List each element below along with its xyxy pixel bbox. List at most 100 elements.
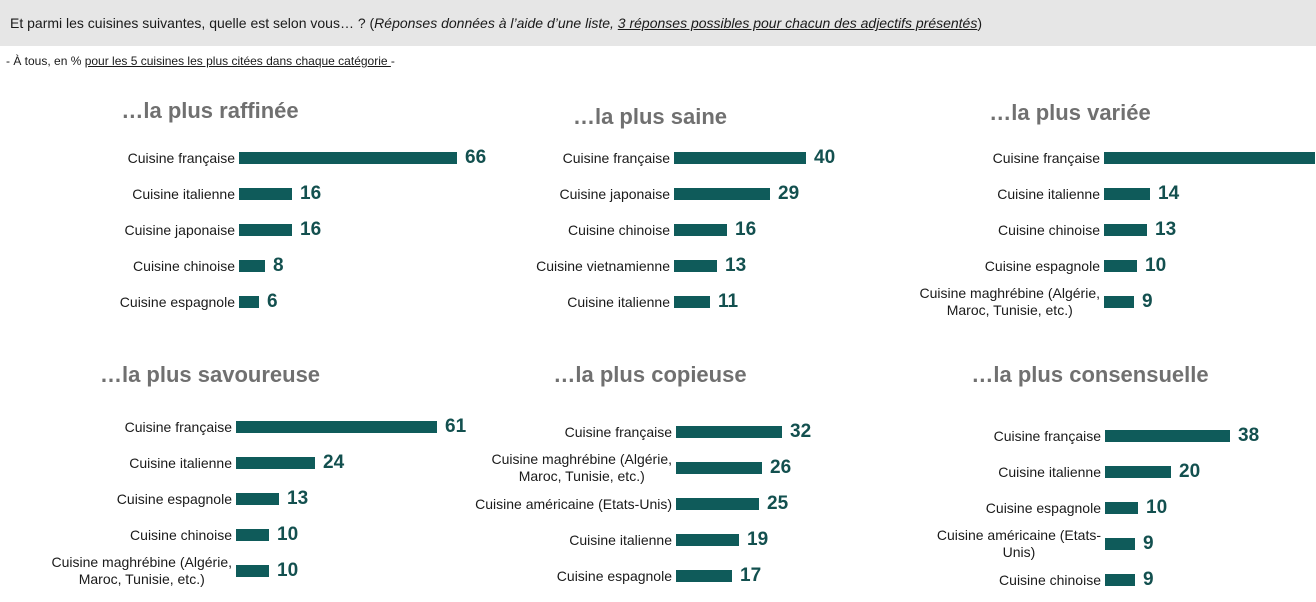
category-label-cell: Cuisine américaine (Etats- Unis): [880, 526, 1101, 562]
bar: [239, 296, 259, 308]
subtitle-start: - À tous, en %: [6, 54, 85, 68]
category-label: Cuisine chinoise: [998, 221, 1100, 238]
subtitle-underlined: pour les 5 cuisines les plus citées dans…: [84, 54, 391, 68]
value-label: 66: [465, 147, 487, 168]
category-label: Cuisine japonaise: [559, 185, 670, 202]
value-label: 17: [740, 565, 762, 586]
bar: [676, 426, 782, 438]
chart-row: Cuisine japonaise 16: [0, 212, 420, 248]
chart-row: Cuisine française64: [880, 140, 1315, 176]
chart-title-consensuelle: …la plus consensuelle: [971, 362, 1209, 387]
subtitle-end: -: [390, 54, 395, 68]
category-label: Cuisine maghrébine (Algérie, Maroc, Tuni…: [51, 554, 232, 587]
chart-row: Cuisine chinoise 9: [880, 562, 1300, 598]
bar: [676, 570, 732, 582]
chart-copieuse: …la plus copieuse Cuisine française 32 Cuis…: [440, 362, 860, 602]
category-label-cell: Cuisine maghrébine (Algérie, Maroc, Tuni…: [0, 553, 232, 589]
value-label: 19: [747, 529, 769, 550]
category-label-cell: Cuisine française: [440, 140, 670, 176]
category-label: Cuisine chinoise: [133, 257, 235, 274]
bar: [674, 152, 806, 164]
category-label-cell: Cuisine espagnole: [880, 248, 1100, 284]
category-label: Cuisine chinoise: [568, 221, 670, 238]
category-label: Cuisine italienne: [567, 293, 670, 310]
category-label-cell: Cuisine chinoise: [440, 212, 670, 248]
chart-title-variee: …la plus variée: [989, 100, 1151, 125]
category-label: Cuisine italienne: [132, 185, 235, 202]
bar: [236, 565, 269, 577]
category-label-cell: Cuisine chinoise: [880, 562, 1101, 598]
bar: [676, 498, 759, 510]
value-label: 13: [287, 488, 309, 509]
bar: [236, 493, 279, 505]
chart-savoureuse: …la plus savoureuse Cuisine française 61 Cu…: [0, 362, 467, 602]
category-label: Cuisine espagnole: [984, 257, 1100, 274]
chart-row: Cuisine chinoise 8: [0, 248, 420, 284]
value-label: 61: [445, 416, 467, 437]
category-label: Cuisine française: [992, 149, 1100, 166]
category-label: Cuisine italienne: [997, 185, 1100, 202]
value-label: 16: [300, 219, 322, 240]
category-label: Cuisine française: [127, 149, 235, 166]
category-label: Cuisine maghrébine (Algérie, Maroc, Tuni…: [491, 451, 672, 484]
value-label: 9: [1143, 569, 1154, 590]
value-label: 32: [790, 421, 812, 442]
chart-row: Cuisine italienne 20: [880, 454, 1300, 490]
category-label-cell: Cuisine française: [880, 418, 1101, 454]
chart-row: Cuisine française 38: [880, 418, 1300, 454]
category-label: Cuisine française: [124, 418, 232, 435]
bar: [674, 260, 717, 272]
bar: [1104, 224, 1147, 236]
value-label: 13: [1155, 219, 1177, 240]
category-label-cell: Cuisine italienne: [0, 445, 232, 481]
category-label-cell: Cuisine chinoise: [0, 248, 235, 284]
category-label-cell: Cuisine italienne: [880, 176, 1100, 212]
category-label-cell: Cuisine maghrébine (Algérie, Maroc, Tuni…: [440, 450, 672, 486]
value-label: 38: [1238, 425, 1260, 446]
chart-row: Cuisine italienne 19: [440, 522, 860, 558]
category-label-cell: Cuisine chinoise: [0, 517, 232, 553]
category-label: Cuisine vietnamienne: [536, 257, 670, 274]
category-label-cell: Cuisine italienne: [440, 284, 670, 320]
question-text: Et parmi les cuisines suivantes, quelle …: [10, 15, 982, 31]
bar: [239, 152, 457, 164]
category-label: Cuisine italienne: [998, 463, 1101, 480]
bar: [1104, 152, 1315, 164]
chart-row: Cuisine américaine (Etats- Unis) 9: [880, 526, 1300, 562]
value-label: 6: [267, 291, 278, 312]
category-label: Cuisine maghrébine (Algérie, Maroc, Tuni…: [919, 285, 1100, 318]
category-label-cell: Cuisine américaine (Etats-Unis): [440, 486, 672, 522]
value-label: 25: [767, 493, 789, 514]
category-label: Cuisine française: [562, 149, 670, 166]
chart-row: Cuisine italienne 16: [0, 176, 420, 212]
category-label-cell: Cuisine japonaise: [440, 176, 670, 212]
bar: [674, 188, 770, 200]
category-label-cell: Cuisine italienne: [440, 522, 672, 558]
chart-row: Cuisine espagnole 10: [880, 248, 1300, 284]
chart-row: Cuisine française 61: [0, 409, 467, 445]
bar: [676, 534, 739, 546]
bar: [674, 224, 727, 236]
value-label: 20: [1179, 461, 1201, 482]
question-banner: Et parmi les cuisines suivantes, quelle …: [0, 0, 1316, 46]
category-label: Cuisine japonaise: [124, 221, 235, 238]
category-label: Cuisine italienne: [129, 454, 232, 471]
value-label: 29: [778, 183, 800, 204]
base-subtitle: - À tous, en % pour les 5 cuisines les p…: [6, 54, 395, 68]
value-label: 10: [1146, 497, 1168, 518]
chart-row: Cuisine maghrébine (Algérie, Maroc, Tuni…: [440, 450, 860, 486]
chart-row: Cuisine française 32: [440, 414, 860, 450]
category-label-cell: Cuisine espagnole: [0, 481, 232, 517]
category-label-cell: Cuisine italienne: [880, 454, 1101, 490]
question-italic: Réponses données à l’aide d’une liste,: [374, 15, 618, 31]
category-label-cell: Cuisine française: [440, 414, 672, 450]
category-label-cell: Cuisine espagnole: [0, 284, 235, 320]
chart-row: Cuisine espagnole 13: [0, 481, 420, 517]
category-label: Cuisine américaine (Etats- Unis): [936, 527, 1101, 560]
category-label: Cuisine espagnole: [119, 293, 235, 310]
category-label-cell: Cuisine chinoise: [880, 212, 1100, 248]
value-label: 9: [1142, 291, 1153, 312]
bar: [239, 188, 292, 200]
value-label: 14: [1158, 183, 1180, 204]
